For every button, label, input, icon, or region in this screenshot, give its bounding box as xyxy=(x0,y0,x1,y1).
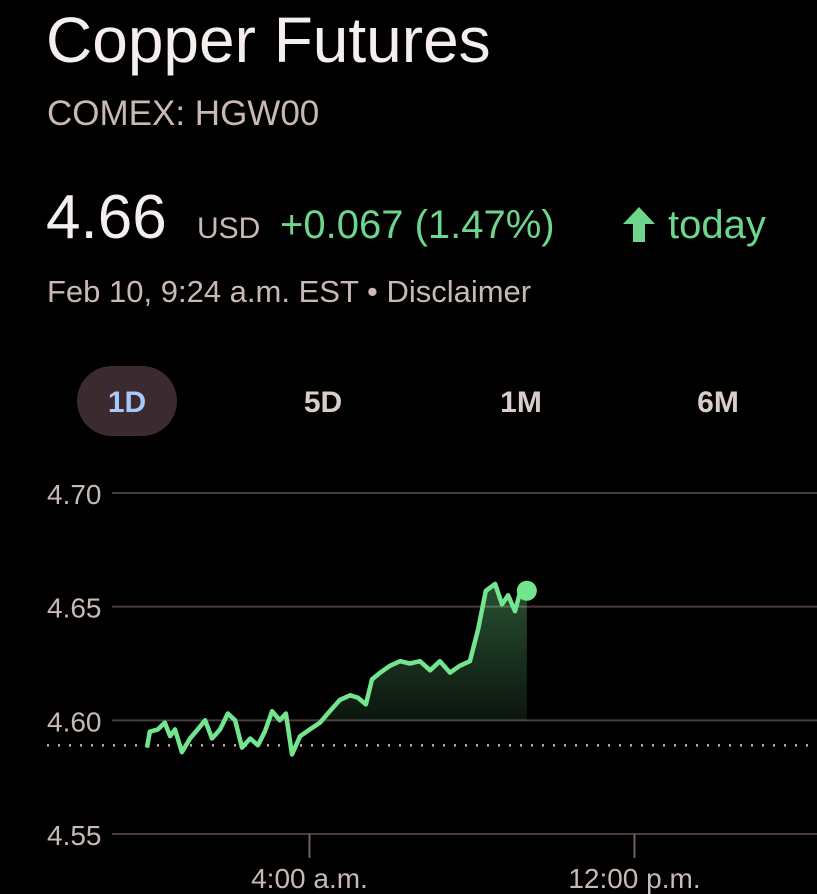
y-tick-label: 4.65 xyxy=(47,593,102,624)
y-tick-label: 4.70 xyxy=(47,479,102,510)
period: today xyxy=(668,203,766,247)
area xyxy=(146,583,527,721)
tab[interactable]: 6M xyxy=(697,386,739,419)
title: Copper Futures xyxy=(46,4,491,76)
arrow-icon xyxy=(623,207,655,242)
x-tick-label: 4:00 a.m. xyxy=(251,863,368,894)
end-dot xyxy=(516,580,537,601)
tab-selected-bg xyxy=(77,366,177,436)
tab[interactable]: 1D xyxy=(108,386,146,419)
price-line xyxy=(144,581,528,757)
chart: 4.70 4.65 4.60 4.55 4:00 a.m. 12:00 p.m. xyxy=(47,479,817,894)
currency: USD xyxy=(197,212,260,245)
subtitle: COMEX: HGW00 xyxy=(47,94,319,133)
timestamp-line: Feb 10, 9:24 a.m. EST • Disclaimer xyxy=(47,274,531,309)
y-tick-label: 4.60 xyxy=(47,706,102,737)
tabs: 1D 5D 1M 6M xyxy=(108,386,739,419)
timestamp: Feb 10, 9:24 a.m. EST xyxy=(47,274,359,309)
tab[interactable]: 5D xyxy=(304,386,342,419)
y-tick-label: 4.55 xyxy=(47,820,102,851)
x-tick-label: 12:00 p.m. xyxy=(568,863,700,894)
up-arrow xyxy=(623,207,655,242)
change: +0.067 (1.47%) xyxy=(280,203,555,247)
separator: • xyxy=(367,274,378,309)
tab[interactable]: 1M xyxy=(500,386,542,419)
price: 4.66 xyxy=(46,183,167,252)
disclaimer[interactable]: Disclaimer xyxy=(386,274,531,309)
